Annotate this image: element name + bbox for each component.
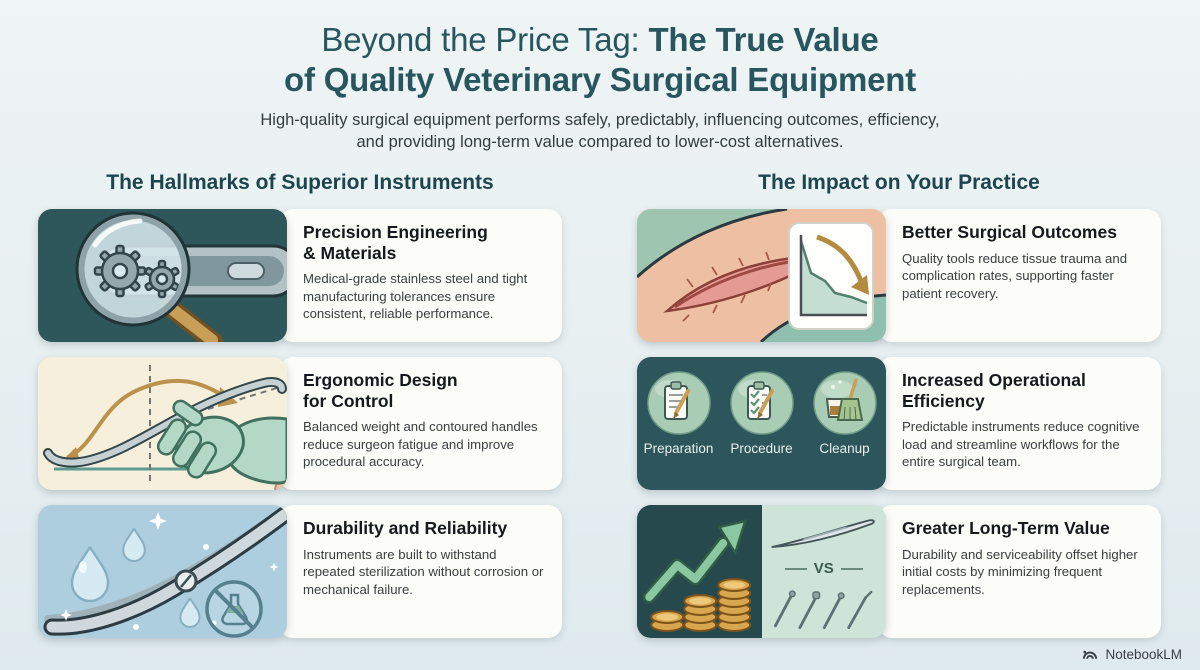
header: Beyond the Price Tag: The True Value of … xyxy=(0,0,1200,153)
card-body: Durability and serviceability offset hig… xyxy=(902,546,1138,597)
instrument-set-icon xyxy=(773,590,872,630)
vs-label: VS xyxy=(813,560,834,578)
glove-icon xyxy=(156,399,287,485)
card-title: Greater Long-Term Value xyxy=(902,518,1110,539)
precision-illustration xyxy=(38,209,287,343)
card-durability-reliability: Durability and Reliability Instruments a… xyxy=(38,505,562,639)
value-text-panel: Greater Long-Term Value Durability and s… xyxy=(878,505,1161,639)
title-line-2: of Quality Veterinary Surgical Equipment xyxy=(284,61,916,99)
watermark-label: NotebookLM xyxy=(1105,647,1182,662)
watermark: NotebookLM xyxy=(1081,647,1182,662)
card-title: Precision Engineering & Materials xyxy=(303,222,488,263)
step-label-preparation: Preparation xyxy=(643,441,714,457)
coin-stack-growth-icon xyxy=(642,519,752,633)
card-body: Quality tools reduce tissue trauma and c… xyxy=(902,250,1128,301)
content-columns: The Hallmarks of Superior Instruments xyxy=(0,167,1200,653)
card-long-term-value: VS Greate xyxy=(637,505,1161,639)
gear-icon xyxy=(93,244,180,299)
no-corrosion-icon xyxy=(205,580,263,638)
growth-arrow-icon xyxy=(642,519,748,604)
workflow-step-preparation: Preparation xyxy=(637,369,719,456)
title-segment-bold: The True Value xyxy=(648,21,879,58)
workflow-step-procedure: Procedure xyxy=(720,369,802,456)
coin-stack-icon xyxy=(650,578,752,633)
step-label-procedure: Procedure xyxy=(730,441,793,457)
water-drop-icon xyxy=(70,528,201,628)
instruments-compare-panel: VS xyxy=(762,505,887,638)
card-body: Medical-grade stainless steel and tight … xyxy=(303,271,528,322)
gloved-hand-icon xyxy=(43,365,287,491)
durability-text-panel: Durability and Reliability Instruments a… xyxy=(279,505,562,639)
card-precision-engineering: Precision Engineering & Materials Medica… xyxy=(38,209,562,343)
card-title: Increased Operational Efficiency xyxy=(902,370,1086,411)
scissors-icon xyxy=(43,506,287,638)
card-title: Ergonomic Design for Control xyxy=(303,370,458,411)
card-surgical-outcomes: Better Surgical Outcomes Quality tools r… xyxy=(637,209,1161,343)
outcomes-illustration xyxy=(637,209,886,343)
card-operational-efficiency: Preparation xyxy=(637,357,1161,491)
coins-growth-panel xyxy=(637,505,762,639)
efficiency-text-panel: Increased Operational Efficiency Predict… xyxy=(878,357,1161,491)
card-body: Balanced weight and contoured handles re… xyxy=(303,419,538,470)
page-subtitle: High-quality surgical equipment performs… xyxy=(260,110,940,151)
clipboard-pencil-icon xyxy=(646,371,711,435)
magnifier-handle-icon xyxy=(161,298,224,343)
card-title: Better Surgical Outcomes xyxy=(902,222,1117,243)
magnifier-gears-icon xyxy=(75,211,287,343)
durability-illustration xyxy=(38,505,287,639)
card-body: Predictable instruments reduce cognitive… xyxy=(902,419,1140,470)
left-section-heading: The Hallmarks of Superior Instruments xyxy=(106,171,494,195)
column-impact: The Impact on Your Practice xyxy=(637,167,1161,653)
broom-bucket-icon xyxy=(812,371,877,435)
column-hallmarks: The Hallmarks of Superior Instruments xyxy=(38,167,562,653)
checklist-pencil-icon xyxy=(729,371,794,435)
card-body: Instruments are built to withstand repea… xyxy=(303,546,544,597)
efficiency-illustration: Preparation xyxy=(637,357,886,491)
scalpel-icon xyxy=(770,519,875,549)
value-illustration: VS xyxy=(637,505,887,639)
card-title: Durability and Reliability xyxy=(303,518,508,539)
card-ergonomic-design: Ergonomic Design for Control Balanced we… xyxy=(38,357,562,491)
right-section-heading: The Impact on Your Practice xyxy=(758,171,1040,195)
declining-chart-icon xyxy=(788,222,874,331)
step-label-cleanup: Cleanup xyxy=(819,441,870,457)
page-title: Beyond the Price Tag: The True Value of … xyxy=(0,20,1200,101)
ergonomic-illustration xyxy=(38,357,287,491)
notebooklm-logo-icon xyxy=(1083,650,1098,659)
outcomes-text-panel: Better Surgical Outcomes Quality tools r… xyxy=(878,209,1161,343)
title-segment-regular: Beyond the Price Tag: xyxy=(321,21,640,58)
precision-text-panel: Precision Engineering & Materials Medica… xyxy=(279,209,562,343)
ergonomic-text-panel: Ergonomic Design for Control Balanced we… xyxy=(279,357,562,491)
vs-dash-left xyxy=(784,567,807,570)
vs-dash-right xyxy=(840,567,863,570)
incision-chart-icon xyxy=(637,209,886,343)
workflow-step-cleanup: Cleanup xyxy=(803,369,885,456)
vs-row: VS xyxy=(784,560,863,578)
